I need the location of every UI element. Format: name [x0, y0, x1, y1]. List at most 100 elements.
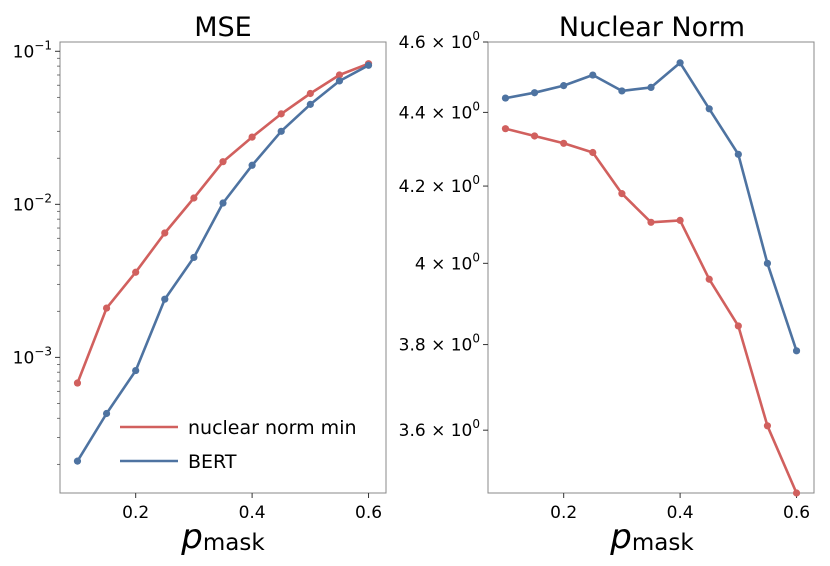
mse-point-bert — [248, 161, 256, 169]
nuclear-point-bert — [792, 347, 801, 355]
mse-ytick-base: 10 — [13, 348, 35, 368]
nuclear-ytick-base: 4.2 × 10 — [399, 177, 473, 197]
nuclear-xtick-label: 0.2 — [550, 503, 577, 523]
mse-xtick-label: 0.4 — [239, 503, 266, 523]
legend-label-nuclear: nuclear norm min — [188, 417, 357, 439]
mse-xlabel: pmask — [180, 517, 265, 557]
nuclear-point-nuclear-norm-min — [530, 132, 539, 140]
nuclear-point-bert — [501, 94, 510, 102]
mse-ticks: 0.2 0.4 0.610−110−210−3 — [13, 38, 382, 523]
mse-point-nuclear-norm-min — [132, 268, 140, 276]
mse-point-bert — [277, 127, 285, 135]
nuclear-ytick-label: 4.6 × 100 — [399, 29, 480, 53]
nuclear-point-bert — [647, 83, 655, 91]
mse-point-nuclear-norm-min — [277, 110, 285, 118]
nuclear-point-nuclear-norm-min — [734, 322, 742, 330]
nuclear-point-nuclear-norm-min — [676, 216, 684, 224]
nuclear-point-nuclear-norm-min — [763, 422, 772, 430]
mse-point-bert — [335, 77, 344, 85]
mse-point-nuclear-norm-min — [248, 133, 256, 141]
mse-xtick-label: 0.6 — [355, 503, 382, 523]
mse-panel: MSE 0.2 0.4 0.610−110−210−3 pmask nuclear … — [13, 12, 387, 557]
nuclear-ytick-label: 3.8 × 100 — [399, 332, 480, 356]
nuclear-point-nuclear-norm-min — [501, 125, 510, 133]
mse-point-nuclear-norm-min — [219, 158, 227, 166]
mse-point-bert — [306, 100, 314, 108]
mse-point-bert — [219, 199, 227, 207]
nuclear-ytick-base: 4.6 × 10 — [399, 33, 473, 53]
mse-point-nuclear-norm-min — [306, 89, 314, 98]
mse-lines — [73, 60, 373, 465]
mse-point-bert — [364, 61, 373, 69]
nuclear-ytick-label: 4 × 100 — [415, 250, 480, 274]
nuclear-ytick-base: 4.4 × 10 — [399, 103, 473, 123]
mse-ytick-exponent: −2 — [34, 191, 52, 205]
nuclear-plot-frame — [487, 41, 815, 494]
nuclear-ytick-exponent: 0 — [472, 250, 480, 264]
mse-point-nuclear-norm-min — [190, 194, 198, 202]
nuclear-point-bert — [530, 89, 539, 97]
nuclear-point-bert — [560, 82, 568, 90]
mse-point-nuclear-norm-min — [102, 304, 111, 312]
nuclear-xlabel: pmask — [609, 517, 694, 557]
nuclear-point-nuclear-norm-min — [792, 489, 801, 497]
nuclear-ytick-base: 3.6 × 10 — [399, 421, 473, 441]
nuclear-point-nuclear-norm-min — [647, 218, 655, 226]
nuclear-point-nuclear-norm-min — [618, 190, 626, 198]
mse-point-nuclear-norm-min — [335, 71, 344, 79]
mse-title: MSE — [194, 12, 252, 43]
mse-point-bert — [102, 409, 111, 418]
nuclear-ytick-label: 4.4 × 100 — [399, 99, 480, 123]
mse-ytick-label: 10−2 — [13, 191, 52, 215]
nuclear-point-nuclear-norm-min — [705, 275, 713, 283]
mse-ytick-base: 10 — [13, 42, 35, 62]
mse-xlabel-sub: mask — [203, 530, 265, 556]
mse-point-bert — [161, 295, 169, 303]
nuclear-point-bert — [763, 259, 772, 267]
mse-point-bert — [190, 253, 198, 262]
mse-xtick-label: 0.2 — [122, 503, 149, 523]
mse-ytick-label: 10−1 — [13, 38, 52, 62]
mse-point-nuclear-norm-min — [161, 229, 169, 237]
nuclear-point-bert — [618, 87, 626, 95]
nuclear-xtick-label: 0.6 — [783, 503, 810, 523]
nuclear-point-nuclear-norm-min — [589, 148, 597, 157]
nuclear-ytick-exponent: 0 — [472, 99, 480, 113]
mse-ytick-exponent: −3 — [34, 344, 52, 358]
mse-xlabel-main: p — [180, 517, 203, 557]
nuclear-point-bert — [676, 59, 684, 67]
nuclear-point-bert — [589, 71, 597, 79]
nuclear-xtick-label: 0.4 — [667, 503, 694, 523]
legend-label-bert: BERT — [188, 451, 237, 473]
nuclear-series-line-nuclear-norm-min — [505, 127, 798, 494]
mse-point-bert — [132, 366, 140, 375]
nuclear-point-bert — [705, 105, 713, 113]
nuclear-ytick-exponent: 0 — [472, 417, 480, 431]
nuclear-ytick-label: 3.6 × 100 — [399, 417, 480, 441]
mse-point-nuclear-norm-min — [73, 379, 82, 387]
nuclear-xlabel-sub: mask — [632, 530, 694, 556]
mse-ytick-label: 10−3 — [13, 344, 52, 368]
nuclear-series-line-bert — [505, 61, 798, 352]
mse-series-line-nuclear-norm-min — [76, 62, 369, 384]
nuclear-point-nuclear-norm-min — [560, 139, 568, 147]
nuclear-ytick-base: 4 × 10 — [415, 254, 473, 274]
nuclear-ytick-exponent: 0 — [472, 173, 480, 187]
nuclear-ytick-exponent: 0 — [472, 332, 480, 346]
nuclear-ytick-exponent: 0 — [472, 29, 480, 43]
nuclear-ytick-base: 3.8 × 10 — [399, 336, 473, 356]
nuclear-lines — [501, 59, 801, 497]
mse-ytick-base: 10 — [13, 195, 35, 215]
mse-plot-frame — [59, 41, 387, 494]
mse-point-bert — [73, 457, 82, 465]
mse-series-line-bert — [76, 64, 370, 462]
nuclear-ytick-label: 4.2 × 100 — [399, 173, 480, 197]
mse-ytick-exponent: −1 — [34, 38, 52, 52]
nuclear-title: Nuclear Norm — [559, 12, 745, 43]
mse-legend: nuclear norm min BERT — [120, 417, 357, 473]
nuclear-point-bert — [734, 150, 742, 158]
nuclear-xlabel-main: p — [609, 517, 632, 557]
